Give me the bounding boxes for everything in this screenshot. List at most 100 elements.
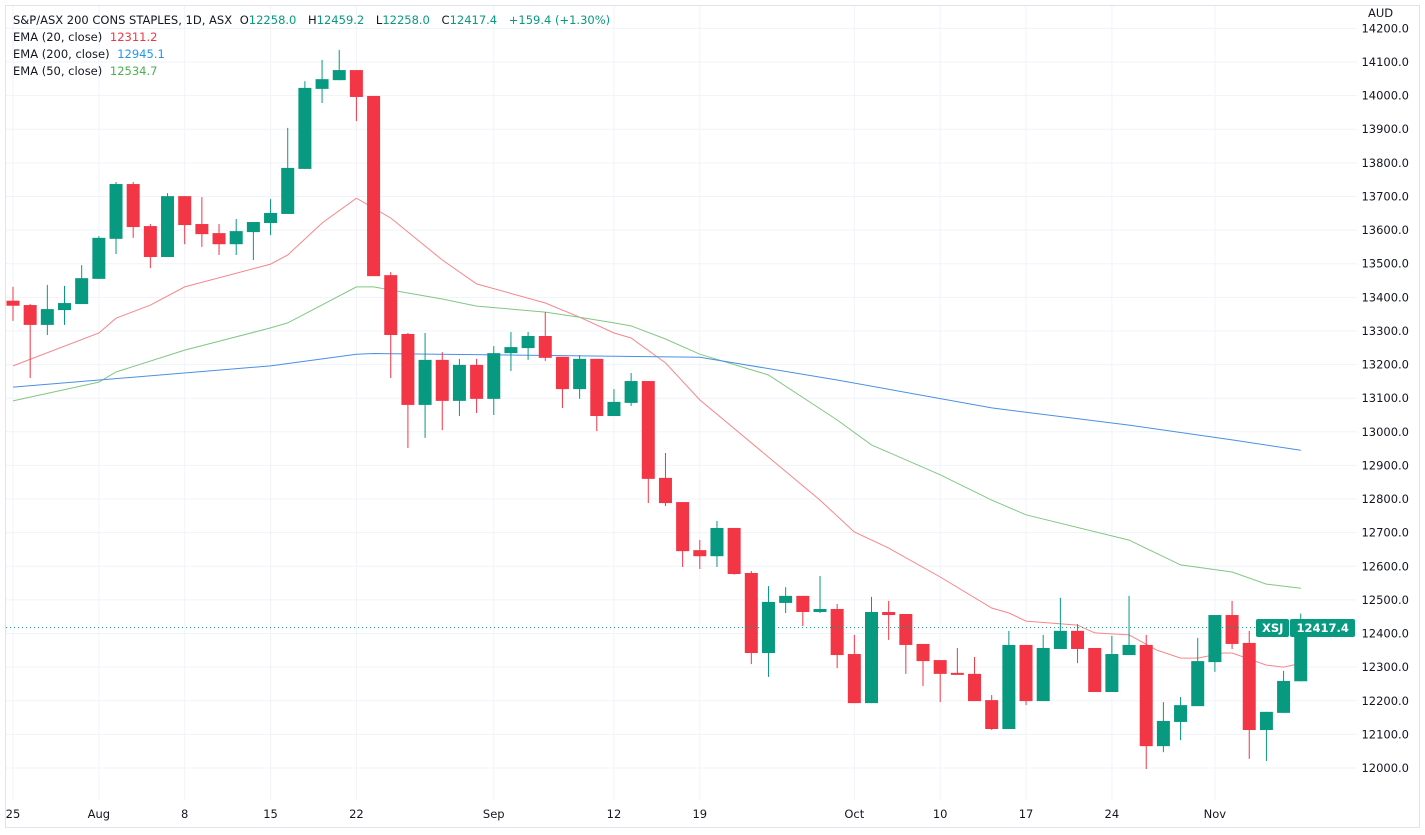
candle-down [1071, 624, 1085, 664]
candle-body [246, 222, 260, 233]
date-tick-label: Sep [483, 807, 505, 821]
candle-down [1019, 644, 1033, 706]
candle-body [590, 358, 604, 417]
candle-down [555, 356, 569, 408]
candle-body [1019, 644, 1033, 702]
candle-body [1088, 647, 1102, 693]
candle-up [607, 389, 621, 417]
high-value: 12459.2 [316, 13, 365, 27]
candle-body [933, 660, 947, 674]
ema200-legend[interactable]: EMA (200, close) 12945.1 [13, 47, 169, 61]
candle-body [384, 275, 398, 335]
currency-label[interactable]: AUD [1368, 6, 1394, 20]
low-label: L [375, 13, 383, 27]
candle-body [367, 95, 381, 277]
candle-up [1174, 697, 1188, 741]
candle-up [298, 81, 312, 169]
candles [6, 49, 1308, 770]
date-tick-label: 12 [607, 807, 622, 821]
symbol-legend: S&P/ASX 200 CONS STAPLES, 1D, ASX O12258… [13, 13, 614, 27]
candle-body [332, 70, 346, 81]
candle-down [401, 332, 415, 448]
ticker-badge: XSJ [1256, 618, 1290, 637]
price-tick-label: 12200.0 [1361, 694, 1409, 708]
date-tick-label: 25 [6, 807, 21, 821]
candle-body [195, 224, 209, 235]
time-axis: 25 Aug 8 15 22 Sep 12 19 Oct 10 17 24 Nov [6, 807, 1227, 821]
candle-body [109, 184, 123, 239]
candle-body [916, 643, 930, 662]
candle-body [23, 305, 37, 325]
low-value: 12258.0 [382, 13, 430, 27]
candle-body [1105, 654, 1119, 693]
candle-body [607, 401, 621, 417]
candle-body [555, 356, 569, 390]
price-tick-label: 13500.0 [1361, 257, 1409, 271]
ema20-value: 12311.2 [109, 30, 158, 44]
candle-body [538, 335, 552, 358]
price-tick-label: 12400.0 [1361, 627, 1409, 641]
candle-down [830, 603, 844, 669]
candle-down [23, 304, 37, 379]
candle-body [281, 167, 295, 214]
candle-body [813, 608, 827, 613]
candle-body [830, 608, 844, 656]
candle-up [264, 199, 278, 236]
candle-body [75, 278, 89, 305]
price-tick-label: 12800.0 [1361, 492, 1409, 506]
symbol-title: S&P/ASX 200 CONS STAPLES, 1D, ASX [13, 13, 233, 27]
candle-up [418, 332, 432, 438]
price-axis: 12000.0 12100.0 12200.0 12300.0 12400.0 12500… [1361, 21, 1409, 775]
candle-body [126, 184, 140, 228]
last-price-tag: XSJ 12417.4 [1256, 618, 1355, 637]
candle-down [1225, 600, 1239, 649]
candle-body [1277, 680, 1291, 713]
price-tick-label: 12300.0 [1361, 660, 1409, 674]
ema20-legend[interactable]: EMA (20, close) 12311.2 [13, 30, 161, 44]
price-tick-label: 14100.0 [1361, 55, 1409, 69]
date-tick-label: 24 [1105, 807, 1120, 821]
ema200-label: EMA (200, close) [13, 47, 110, 61]
candle-body [504, 347, 518, 354]
candle-down [916, 643, 930, 686]
candle-body [968, 673, 982, 702]
candle-down [384, 272, 398, 379]
date-tick-label: Oct [844, 807, 864, 821]
candle-body [1191, 661, 1205, 707]
price-tick-label: 13700.0 [1361, 189, 1409, 203]
candle-body [1208, 615, 1222, 663]
candle-body [229, 231, 243, 245]
candle-up [75, 265, 89, 305]
price-tick-label: 13000.0 [1361, 425, 1409, 439]
candle-up [487, 346, 501, 416]
candle-down [1088, 647, 1102, 693]
candle-body [985, 700, 999, 730]
candle-up [1053, 597, 1067, 649]
candle-up [521, 331, 535, 360]
candle-up [332, 49, 346, 81]
price-tick-label: 12600.0 [1361, 559, 1409, 573]
price-tick-label: 14000.0 [1361, 89, 1409, 103]
ema50-legend[interactable]: EMA (50, close) 12534.7 [13, 64, 161, 78]
last-price-badge: 12417.4 [1290, 618, 1355, 637]
candle-up [452, 358, 466, 417]
candle-body [796, 595, 810, 613]
date-tick-label: Aug [88, 807, 110, 821]
candle-body [1259, 711, 1273, 731]
price-tick-label: 12700.0 [1361, 526, 1409, 540]
candle-body [143, 226, 157, 257]
candle-down [658, 452, 672, 507]
candle-body [298, 87, 312, 169]
candle-body [92, 237, 106, 279]
candle-up [813, 576, 827, 614]
candle-down [367, 95, 381, 277]
candle-down [590, 358, 604, 432]
candle-down [899, 614, 913, 674]
candle-down [796, 595, 810, 627]
candle-up [1105, 635, 1119, 693]
candle-down [693, 540, 707, 569]
candle-body [401, 333, 415, 405]
chart-frame [5, 5, 1420, 828]
candle-body [865, 612, 878, 704]
